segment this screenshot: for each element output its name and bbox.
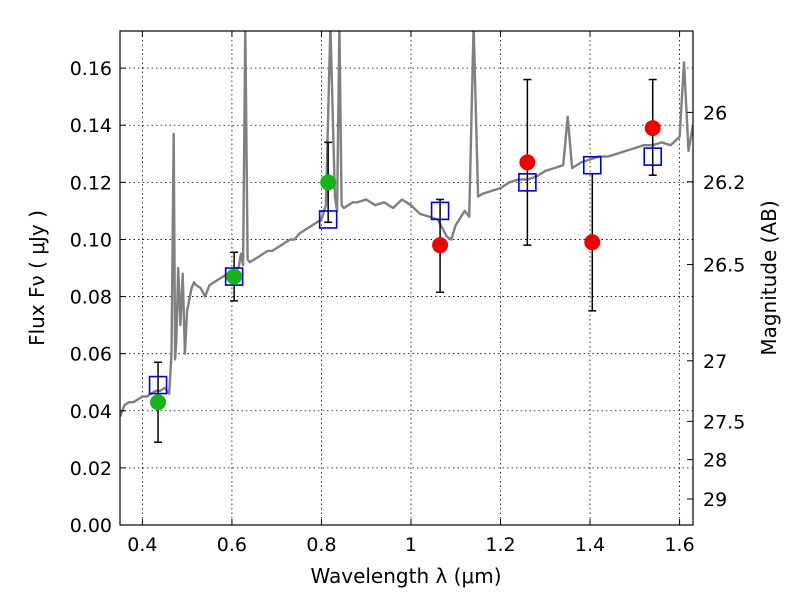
x-tick-label: 0.6: [217, 534, 247, 556]
observed-point-space: [644, 120, 661, 137]
model-photometry-square: [643, 147, 663, 166]
model-spectrum-line: [120, 31, 693, 417]
right-tick-label: 26.2: [703, 172, 745, 194]
y-tick-label: 0.02: [70, 458, 112, 480]
model-photometry-square: [518, 173, 537, 192]
model-photometry-square: [148, 375, 168, 395]
right-tick-label: 27.5: [703, 411, 745, 433]
x-tick-label: 0.8: [306, 534, 336, 556]
y-tick-label: 0.00: [70, 515, 112, 537]
x-tick-label: 1.2: [485, 534, 515, 556]
observed-point-space: [432, 237, 449, 254]
x-axis-label: Wavelength λ (μm): [310, 564, 501, 588]
y-tick-label: 0.08: [70, 287, 112, 309]
y-tick-label: 0.16: [70, 58, 112, 80]
observed-point-ground: [150, 394, 167, 411]
right-axis-label: Magnitude (AB): [757, 200, 781, 355]
x-tick-label: 1.4: [575, 534, 605, 556]
axis-ticks: 0.4 0.6 0.8 1 1.2 1.4 1.6 0.00 0.02 0.04 0.06 0.08 0…: [70, 31, 745, 556]
observed-point-ground: [226, 268, 243, 285]
observed-point-space: [519, 154, 536, 171]
y-tick-label: 0.10: [70, 229, 112, 251]
y-tick-label: 0.06: [70, 344, 112, 366]
right-tick-label: 26: [703, 102, 727, 124]
observed-photometry-layer: [150, 120, 661, 411]
y-tick-label: 0.12: [70, 172, 112, 194]
model-photometry-square: [582, 155, 602, 175]
right-tick-label: 28: [703, 450, 727, 472]
x-tick-label: 1.6: [664, 534, 694, 556]
model-photometry-square: [318, 210, 338, 229]
x-tick-label: 0.4: [127, 534, 157, 556]
x-tick-label: 1: [405, 534, 417, 556]
y-tick-label: 0.04: [70, 401, 112, 423]
observed-point-space: [584, 234, 601, 251]
y-tick-label: 0.14: [70, 115, 112, 137]
model-photometry-layer: [148, 147, 663, 395]
y-axis-label: Flux Fν ( μJy ): [25, 210, 49, 346]
plot-frame: [119, 30, 694, 526]
model-photometry-square: [430, 201, 450, 221]
model-spectrum-layer: [120, 31, 693, 417]
right-tick-label: 26.5: [703, 255, 745, 277]
plot-background: [120, 31, 693, 525]
observed-point-ground: [320, 174, 337, 191]
right-tick-label: 27: [703, 351, 727, 373]
right-tick-label: 29: [703, 489, 727, 511]
model-photometry-square: [224, 267, 244, 286]
